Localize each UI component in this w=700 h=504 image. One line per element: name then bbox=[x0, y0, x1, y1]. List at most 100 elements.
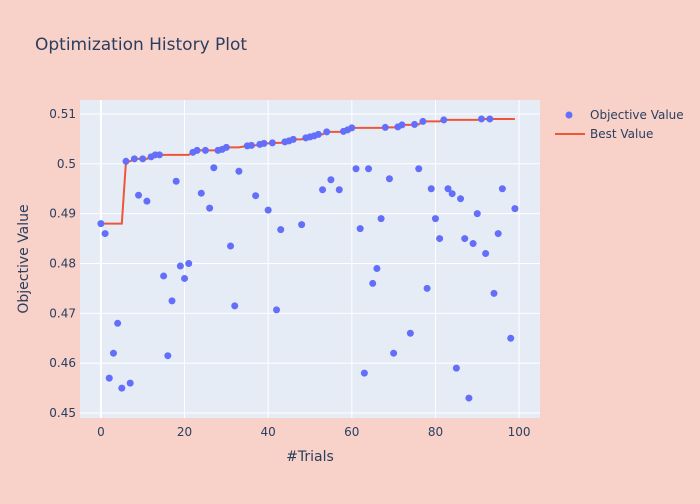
objective-point bbox=[193, 146, 201, 154]
y-tick-label: 0.45 bbox=[49, 406, 76, 420]
objective-point bbox=[360, 369, 368, 377]
x-tick-label: 0 bbox=[97, 425, 105, 439]
objective-point bbox=[365, 165, 373, 173]
objective-point bbox=[511, 205, 519, 213]
legend-item-objective[interactable]: Objective Value bbox=[565, 108, 684, 122]
objective-point bbox=[427, 185, 435, 193]
objective-point bbox=[164, 352, 172, 360]
objective-point bbox=[423, 284, 431, 292]
legend-item-best[interactable]: Best Value bbox=[555, 127, 653, 141]
objective-point bbox=[181, 274, 189, 282]
objective-point bbox=[377, 215, 385, 223]
legend-label-objective: Objective Value bbox=[590, 108, 684, 122]
y-tick-label: 0.5 bbox=[57, 157, 76, 171]
objective-point bbox=[197, 189, 205, 197]
objective-point bbox=[227, 242, 235, 250]
objective-point bbox=[168, 297, 176, 305]
objective-point bbox=[264, 206, 272, 214]
objective-point bbox=[319, 186, 327, 194]
objective-point bbox=[440, 116, 448, 124]
objective-point bbox=[369, 279, 377, 287]
objective-point bbox=[436, 235, 444, 243]
objective-point bbox=[252, 192, 260, 200]
y-tick-label: 0.51 bbox=[49, 107, 76, 121]
legend-marker-objective bbox=[565, 111, 573, 119]
objective-point bbox=[390, 349, 398, 357]
objective-point bbox=[247, 141, 255, 149]
objective-point bbox=[289, 135, 297, 143]
x-tick-label: 40 bbox=[261, 425, 276, 439]
grid-lines bbox=[80, 100, 540, 418]
objective-points bbox=[97, 115, 519, 402]
objective-point bbox=[277, 226, 285, 234]
y-tick-label: 0.47 bbox=[49, 306, 76, 320]
x-tick-label: 80 bbox=[428, 425, 443, 439]
objective-point bbox=[415, 165, 423, 173]
objective-point bbox=[268, 139, 276, 147]
objective-point bbox=[118, 384, 126, 392]
objective-point bbox=[260, 139, 268, 147]
objective-point bbox=[143, 197, 151, 205]
objective-point bbox=[114, 319, 122, 327]
objective-point bbox=[465, 394, 473, 402]
objective-point bbox=[139, 155, 147, 163]
objective-point bbox=[486, 115, 494, 123]
objective-point bbox=[172, 177, 180, 185]
objective-point bbox=[477, 115, 485, 123]
objective-point bbox=[335, 186, 343, 194]
plot-background bbox=[80, 100, 540, 418]
objective-point bbox=[109, 349, 117, 357]
x-tick-label: 20 bbox=[177, 425, 192, 439]
x-axis-label: #Trials bbox=[286, 449, 334, 465]
objective-point bbox=[406, 329, 414, 337]
y-tick-label: 0.48 bbox=[49, 256, 76, 270]
legend-label-best: Best Value bbox=[590, 127, 653, 141]
objective-point bbox=[327, 176, 335, 184]
objective-point bbox=[431, 215, 439, 223]
objective-point bbox=[381, 123, 389, 131]
objective-point bbox=[160, 272, 168, 280]
objective-point bbox=[97, 220, 105, 228]
objective-point bbox=[473, 210, 481, 218]
y-tick-label: 0.46 bbox=[49, 356, 76, 370]
objective-point bbox=[323, 128, 331, 136]
legend[interactable]: Objective Value Best Value bbox=[555, 108, 684, 141]
objective-point bbox=[469, 240, 477, 248]
objective-point bbox=[101, 230, 109, 238]
objective-point bbox=[206, 204, 214, 212]
chart-title: Optimization History Plot bbox=[35, 35, 247, 55]
objective-point bbox=[419, 117, 427, 125]
x-tick-label: 100 bbox=[508, 425, 531, 439]
y-tick-label: 0.49 bbox=[49, 207, 76, 221]
objective-point bbox=[130, 155, 138, 163]
objective-point bbox=[461, 235, 469, 243]
objective-point bbox=[201, 146, 209, 154]
objective-point bbox=[507, 334, 515, 342]
objective-point bbox=[494, 230, 502, 238]
objective-point bbox=[385, 175, 393, 183]
objective-point bbox=[314, 130, 322, 138]
tick-labels: 0 20 40 60 80 100 0.45 0.46 0.47 0.48 0.49 0.5 0.51 bbox=[49, 107, 530, 439]
x-tick-label: 60 bbox=[344, 425, 359, 439]
objective-point bbox=[122, 157, 130, 165]
objective-point bbox=[398, 121, 406, 129]
objective-point bbox=[373, 264, 381, 272]
y-axis-label: Objective Value bbox=[16, 204, 32, 313]
objective-point bbox=[448, 190, 456, 198]
objective-point bbox=[231, 302, 239, 310]
objective-point bbox=[105, 374, 113, 382]
objective-point bbox=[352, 165, 360, 173]
objective-point bbox=[155, 151, 163, 159]
objective-point bbox=[126, 379, 134, 387]
objective-point bbox=[222, 143, 230, 151]
objective-point bbox=[452, 364, 460, 372]
objective-point bbox=[210, 164, 218, 172]
objective-point bbox=[235, 167, 243, 175]
objective-point bbox=[490, 289, 498, 297]
objective-point bbox=[273, 306, 281, 314]
objective-point bbox=[457, 195, 465, 203]
objective-point bbox=[444, 185, 452, 193]
objective-point bbox=[498, 185, 506, 193]
objective-point bbox=[482, 250, 490, 258]
